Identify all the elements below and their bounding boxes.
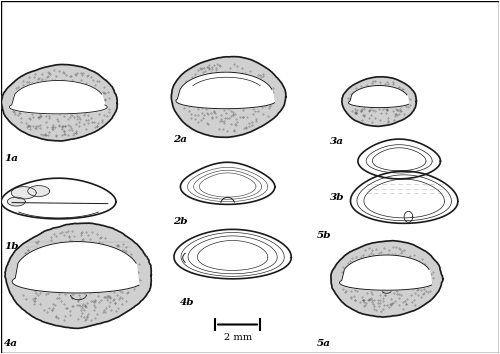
Polygon shape	[350, 171, 458, 223]
Polygon shape	[2, 64, 117, 141]
Text: 3b: 3b	[330, 193, 344, 202]
Polygon shape	[172, 57, 286, 137]
Polygon shape	[180, 162, 275, 204]
Text: 3a: 3a	[330, 137, 344, 145]
Polygon shape	[342, 77, 416, 126]
Text: 4b: 4b	[180, 298, 195, 307]
Polygon shape	[176, 72, 274, 109]
Polygon shape	[174, 229, 291, 279]
Text: 2b: 2b	[173, 217, 188, 227]
Polygon shape	[1, 178, 116, 219]
Polygon shape	[404, 211, 412, 222]
Text: 1a: 1a	[4, 154, 18, 163]
Polygon shape	[12, 187, 36, 199]
Text: 5b: 5b	[317, 232, 332, 240]
Text: 5a: 5a	[317, 338, 331, 348]
Polygon shape	[5, 223, 152, 329]
Polygon shape	[358, 139, 440, 179]
Polygon shape	[348, 86, 408, 108]
Polygon shape	[10, 80, 108, 114]
Polygon shape	[8, 197, 26, 206]
Polygon shape	[340, 255, 432, 290]
Text: 2 mm: 2 mm	[224, 333, 252, 342]
Polygon shape	[12, 241, 139, 293]
Text: 4a: 4a	[4, 338, 18, 348]
Text: 2a: 2a	[173, 135, 187, 144]
Polygon shape	[28, 185, 50, 196]
Text: 1b: 1b	[4, 242, 18, 251]
Polygon shape	[331, 241, 443, 317]
